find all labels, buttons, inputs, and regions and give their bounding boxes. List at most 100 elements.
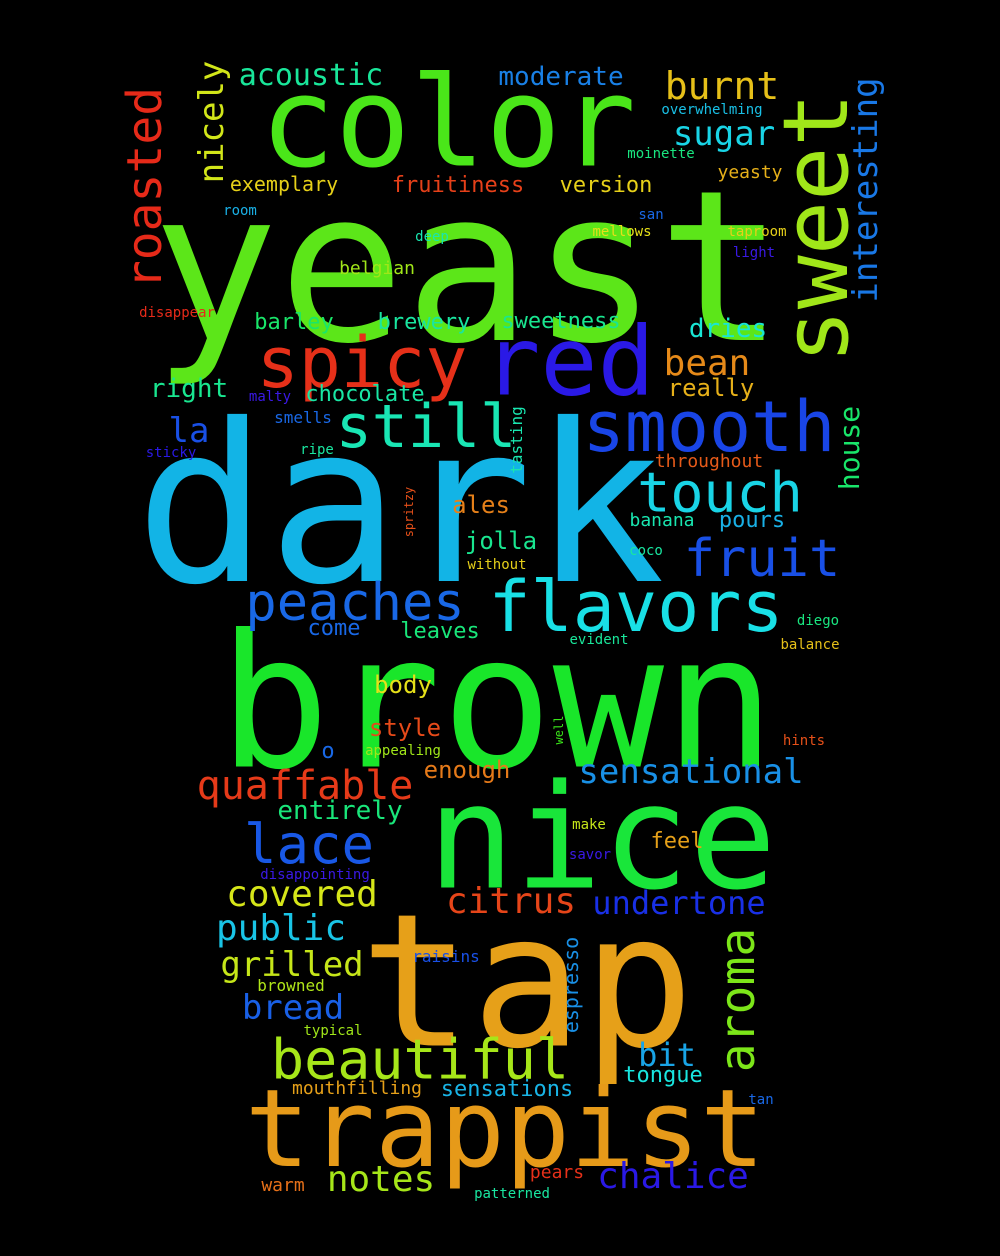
word-tongue: tongue [623, 1063, 703, 1088]
word-version: version [559, 173, 653, 198]
word-browned: browned [257, 976, 325, 995]
word-still: still [335, 392, 517, 462]
word-peaches: peaches [245, 573, 465, 633]
word-public: public [215, 908, 347, 949]
word-bit: bit [638, 1036, 696, 1074]
word-warm: warm [261, 1175, 305, 1196]
word-sticky: sticky [145, 445, 197, 461]
word-room: room [223, 203, 257, 219]
word-deep: deep [415, 229, 449, 245]
word-banana: banana [629, 510, 695, 531]
word-notes: notes [326, 1159, 436, 1200]
word-moderate: moderate [498, 62, 624, 92]
word-san: san [638, 207, 664, 223]
word-pours: pours [718, 508, 786, 533]
word-quaffable: quaffable [196, 763, 414, 809]
word-typical: typical [303, 1023, 363, 1039]
word-covered: covered [226, 874, 378, 915]
word-light: light [732, 245, 776, 261]
word-style: style [368, 714, 442, 742]
word-dark: dark [135, 377, 665, 633]
word-ripe: ripe [300, 442, 334, 458]
word-touch: touch [637, 460, 803, 525]
word-jolla: jolla [464, 527, 538, 555]
word-diego: diego [796, 613, 840, 629]
word-savor: savor [568, 847, 612, 863]
word-evident: evident [569, 632, 629, 648]
word-sweetness: sweetness [501, 309, 621, 334]
word-trappist: trappist [244, 1067, 766, 1192]
word-feel: feel [650, 829, 704, 854]
word-coco: coco [629, 543, 663, 559]
word-taproom: taproom [727, 224, 787, 240]
word-tasting: tasting [507, 406, 526, 474]
word-lace: lace [243, 813, 375, 876]
word-spicy: spicy [256, 322, 468, 404]
word-dries: dries [688, 314, 768, 344]
word-disappear: disappear [139, 305, 215, 321]
word-espresso: espresso [559, 936, 583, 1034]
word-nicely: nicely [192, 60, 232, 184]
word-chocolate: chocolate [305, 382, 425, 407]
word-citrus: citrus [445, 881, 577, 922]
word-brewery: brewery [377, 310, 471, 335]
word-really: really [667, 374, 755, 402]
word-malty: malty [248, 389, 292, 405]
word-fruitiness: fruitiness [391, 173, 525, 198]
word-yeasty: yeasty [717, 162, 783, 183]
word-yeast: yeast [151, 145, 785, 390]
word-right: right [149, 374, 229, 404]
word-make: make [572, 817, 606, 833]
word-mouthfilling: mouthfilling [291, 1078, 423, 1099]
word-moinette: moinette [627, 146, 695, 162]
word-enough: enough [423, 756, 511, 784]
word-exemplary: exemplary [229, 172, 339, 196]
word-aroma: aroma [710, 927, 766, 1073]
word-ales: ales [452, 491, 510, 519]
word-leaves: leaves [400, 619, 480, 644]
word-grilled: grilled [220, 945, 364, 985]
word-undertone: undertone [592, 884, 766, 922]
word-o: o [321, 739, 335, 764]
word-well: well [552, 715, 566, 745]
word-mellows: mellows [592, 224, 652, 240]
word-beautiful: beautiful [270, 1027, 570, 1092]
word-barley: barley [254, 310, 334, 335]
word-throughout: throughout [654, 451, 764, 472]
word-pears: pears [529, 1162, 585, 1183]
word-roasted: roasted [117, 86, 173, 290]
word-interesting: interesting [846, 77, 886, 303]
word-nice: nice [427, 753, 777, 923]
word-house: house [833, 405, 866, 491]
word-sugar: sugar [672, 114, 776, 154]
word-belgian: belgian [339, 258, 415, 279]
word-brown: brown [218, 594, 776, 811]
word-flavors: flavors [488, 566, 784, 648]
word-sensations: sensations [440, 1077, 574, 1102]
word-chalice: chalice [597, 1156, 749, 1197]
word-burnt: burnt [664, 64, 780, 108]
word-patterned: patterned [474, 1186, 550, 1202]
word-balance: balance [780, 637, 840, 653]
word-smooth: smooth [582, 386, 836, 468]
word-entirely: entirely [277, 796, 403, 826]
word-disappointing: disappointing [260, 867, 370, 883]
word-spritzy: spritzy [402, 486, 416, 538]
word-sensational: sensational [578, 752, 804, 792]
word-color: color [259, 50, 637, 196]
word-hints: hints [782, 733, 826, 749]
word-bean: bean [663, 343, 751, 384]
word-appealing: appealing [365, 743, 441, 759]
word-smells: smells [274, 408, 332, 427]
word-without: without [467, 557, 527, 573]
word-raisins: raisins [412, 947, 480, 966]
word-bread: bread [241, 988, 345, 1028]
word-acoustic: acoustic [238, 58, 384, 93]
word-tap: tap [359, 873, 695, 1090]
word-red: red [483, 307, 655, 418]
word-tan: tan [748, 1092, 774, 1108]
word-la: la [168, 411, 210, 451]
word-fruit: fruit [683, 529, 841, 589]
word-body: body [374, 671, 432, 699]
